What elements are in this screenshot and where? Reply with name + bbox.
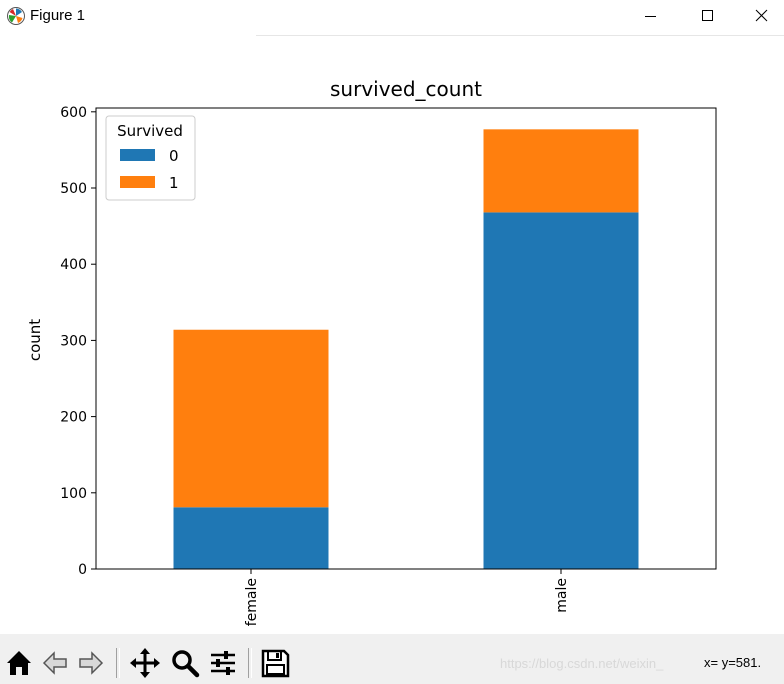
forward-button[interactable] (74, 646, 108, 680)
zoom-button[interactable] (168, 646, 202, 680)
close-icon (755, 9, 768, 22)
pan-button[interactable] (128, 646, 162, 680)
back-arrow-icon (42, 651, 67, 675)
maximize-icon (702, 10, 713, 21)
toolbar-separator (116, 648, 120, 678)
y-axis-label: count (26, 319, 44, 361)
save-button[interactable] (258, 646, 292, 680)
bar-male-survived-0 (483, 212, 639, 570)
title-divider (256, 35, 784, 36)
zoom-magnifier-icon (172, 650, 200, 678)
minimize-button[interactable] (628, 0, 674, 32)
title-bar: Figure 1 (0, 0, 784, 36)
maximize-button[interactable] (684, 0, 730, 32)
configure-subplots-icon (211, 651, 235, 675)
home-button[interactable] (2, 646, 36, 680)
legend-label-0: 0 (169, 147, 179, 165)
legend-swatch-1 (120, 176, 155, 188)
bar-female-survived-0 (173, 507, 329, 569)
legend-swatch-0 (120, 149, 155, 161)
y-tick-label: 500 (60, 181, 87, 197)
watermark-text: https://blog.csdn.net/weixin_ (500, 656, 664, 671)
cursor-coordinates: x= y=581. (704, 655, 762, 670)
y-tick-label: 0 (78, 562, 87, 578)
x-tick-label-female: female (244, 578, 260, 626)
x-tick-label-male: male (554, 578, 570, 613)
pan-move-icon (130, 648, 160, 678)
plot-canvas[interactable]: 0 100 200 300 400 500 600 female male survived_… (0, 36, 784, 634)
minimize-icon (645, 16, 656, 17)
y-tick-label: 100 (60, 486, 87, 502)
stacked-bar-chart: 0 100 200 300 400 500 600 female male survived_… (26, 77, 717, 626)
window-title: Figure 1 (30, 7, 86, 24)
y-tick-label: 200 (60, 410, 87, 426)
toolbar-separator (248, 648, 252, 678)
bar-female-survived-1 (173, 329, 329, 508)
y-tick-label: 400 (60, 257, 87, 273)
axes-frame (95, 107, 717, 570)
home-icon (7, 651, 31, 675)
navigation-toolbar: https://blog.csdn.net/weixin_ x= y=581. (0, 634, 784, 684)
configure-subplots-button[interactable] (206, 646, 240, 680)
legend-title: Survived (117, 122, 183, 140)
back-button[interactable] (38, 646, 72, 680)
legend-label-1: 1 (169, 174, 179, 192)
chart-title: survived_count (330, 77, 482, 101)
bar-male-survived-1 (483, 129, 639, 213)
save-floppy-icon (261, 649, 290, 678)
legend: Survived 0 1 (105, 115, 196, 201)
matplotlib-logo-icon (6, 6, 26, 26)
y-tick-label: 300 (60, 333, 87, 349)
y-tick-label: 600 (60, 105, 87, 121)
close-button[interactable] (738, 0, 784, 32)
forward-arrow-icon (79, 651, 104, 675)
